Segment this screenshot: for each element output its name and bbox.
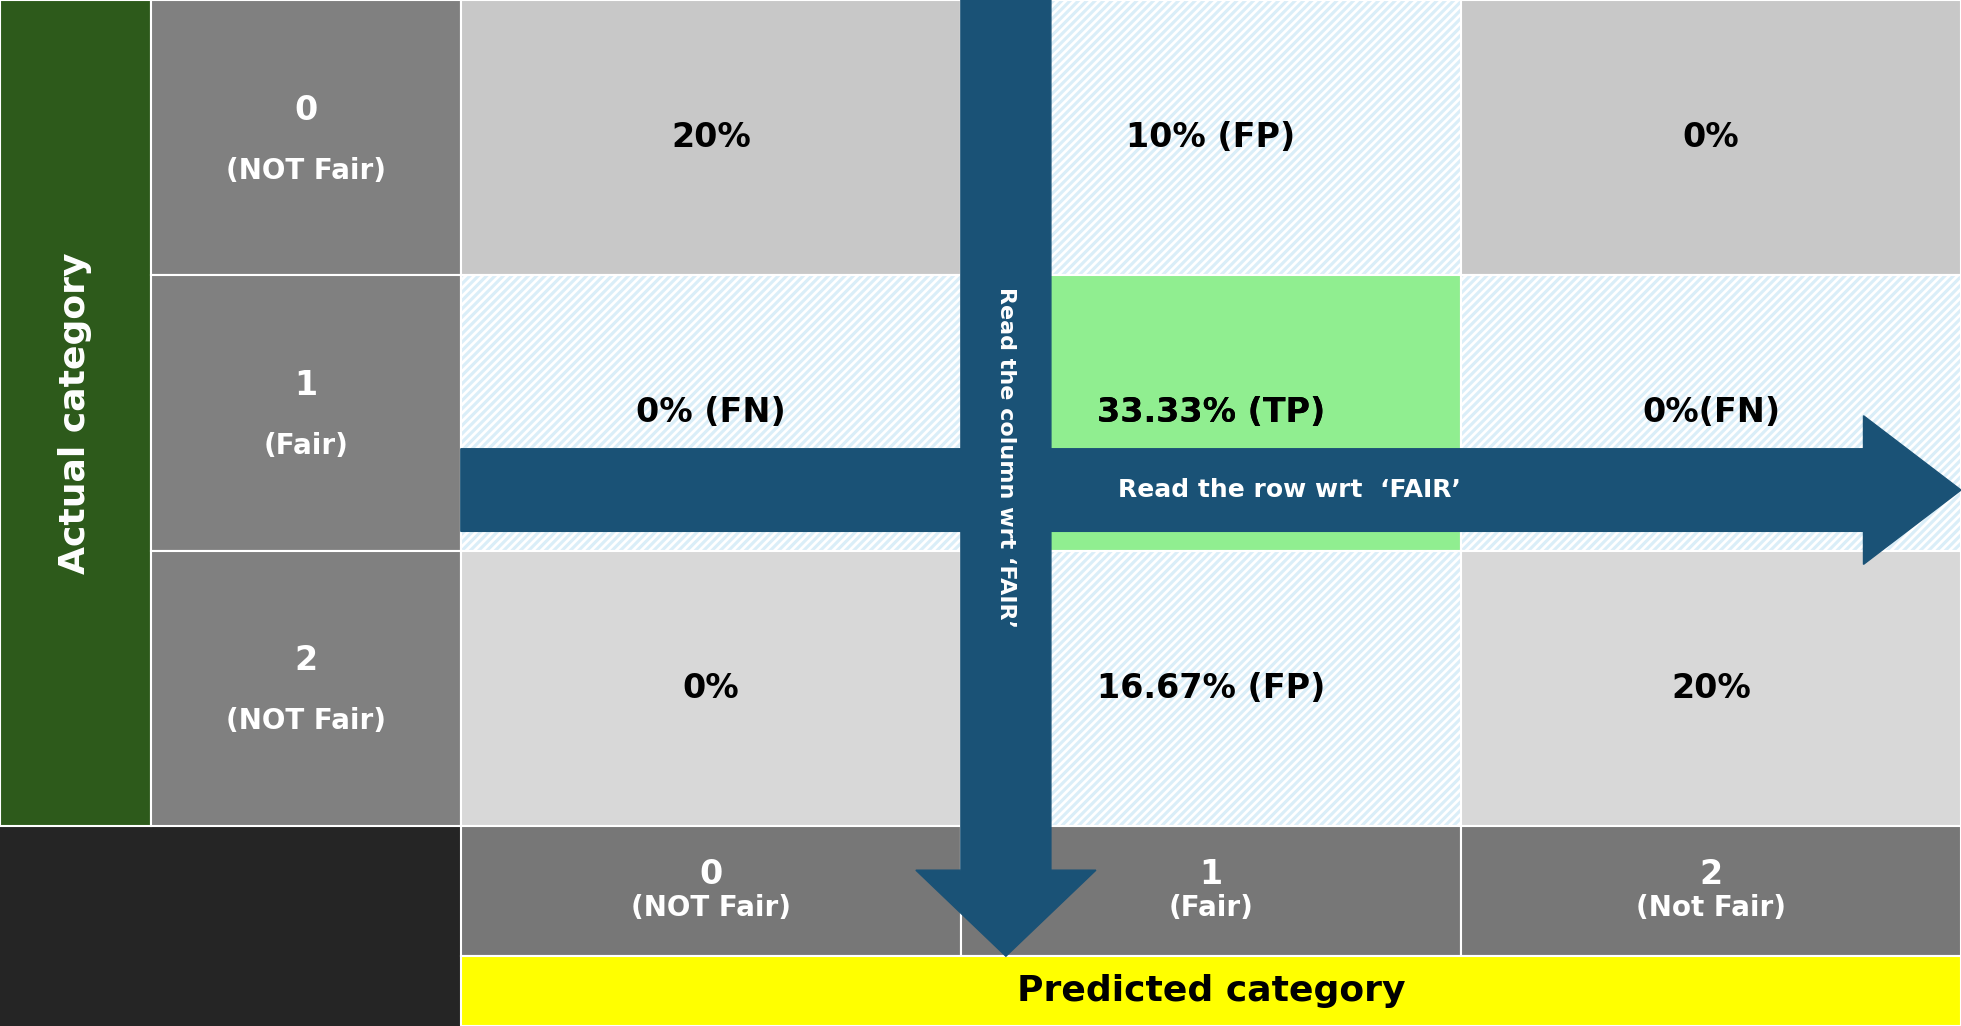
Text: (NOT Fair): (NOT Fair) [226,707,386,736]
FancyArrow shape [461,416,1961,564]
Text: 33.33% (TP): 33.33% (TP) [1096,396,1326,430]
Bar [1461,826,1961,956]
Bar [461,0,961,275]
Bar [151,551,461,826]
Text: Read the column wrt ‘FAIR’: Read the column wrt ‘FAIR’ [996,287,1016,628]
Bar [961,826,1461,956]
Text: (NOT Fair): (NOT Fair) [631,894,790,922]
Bar [461,956,1961,1026]
Text: 0%: 0% [682,672,739,705]
Text: 33.33% (TP): 33.33% (TP) [1096,396,1326,430]
Text: Actual category: Actual category [59,252,92,574]
Text: Read the row wrt  ‘FAIR’: Read the row wrt ‘FAIR’ [1118,478,1461,502]
Text: 0%: 0% [1683,121,1739,154]
Text: (NOT Fair): (NOT Fair) [226,157,386,185]
Text: 1: 1 [294,369,318,402]
Bar [961,0,1461,275]
Bar [1461,275,1961,551]
FancyArrow shape [916,0,1096,956]
Text: 0% (FN): 0% (FN) [635,396,786,430]
Bar [461,275,961,551]
Text: 0: 0 [294,93,318,126]
Text: 2: 2 [294,644,318,677]
Text: (Fair): (Fair) [1169,894,1253,922]
Bar [0,826,461,1026]
Text: (Not Fair): (Not Fair) [1635,894,1786,922]
Bar [151,275,461,551]
Bar [151,0,461,275]
Text: 0: 0 [700,858,722,891]
Text: 2: 2 [1700,858,1722,891]
Bar [461,275,961,551]
Text: (Fair): (Fair) [263,432,349,460]
Bar [961,551,1461,826]
Bar [1461,275,1961,551]
Bar [961,551,1461,826]
Text: 16.67% (FP): 16.67% (FP) [1096,672,1326,705]
Text: Predicted category: Predicted category [1016,974,1406,1009]
Bar [461,826,961,956]
Text: 0%(FN): 0%(FN) [1641,396,1781,430]
Text: 1: 1 [1200,858,1222,891]
Text: 20%: 20% [671,121,751,154]
Bar [461,551,961,826]
Text: 20%: 20% [1671,672,1751,705]
Bar [961,275,1461,551]
Bar [1461,0,1961,275]
Bar [1461,551,1961,826]
Text: 10% (FP): 10% (FP) [1126,121,1296,154]
Bar [961,0,1461,275]
Bar [0,0,151,826]
